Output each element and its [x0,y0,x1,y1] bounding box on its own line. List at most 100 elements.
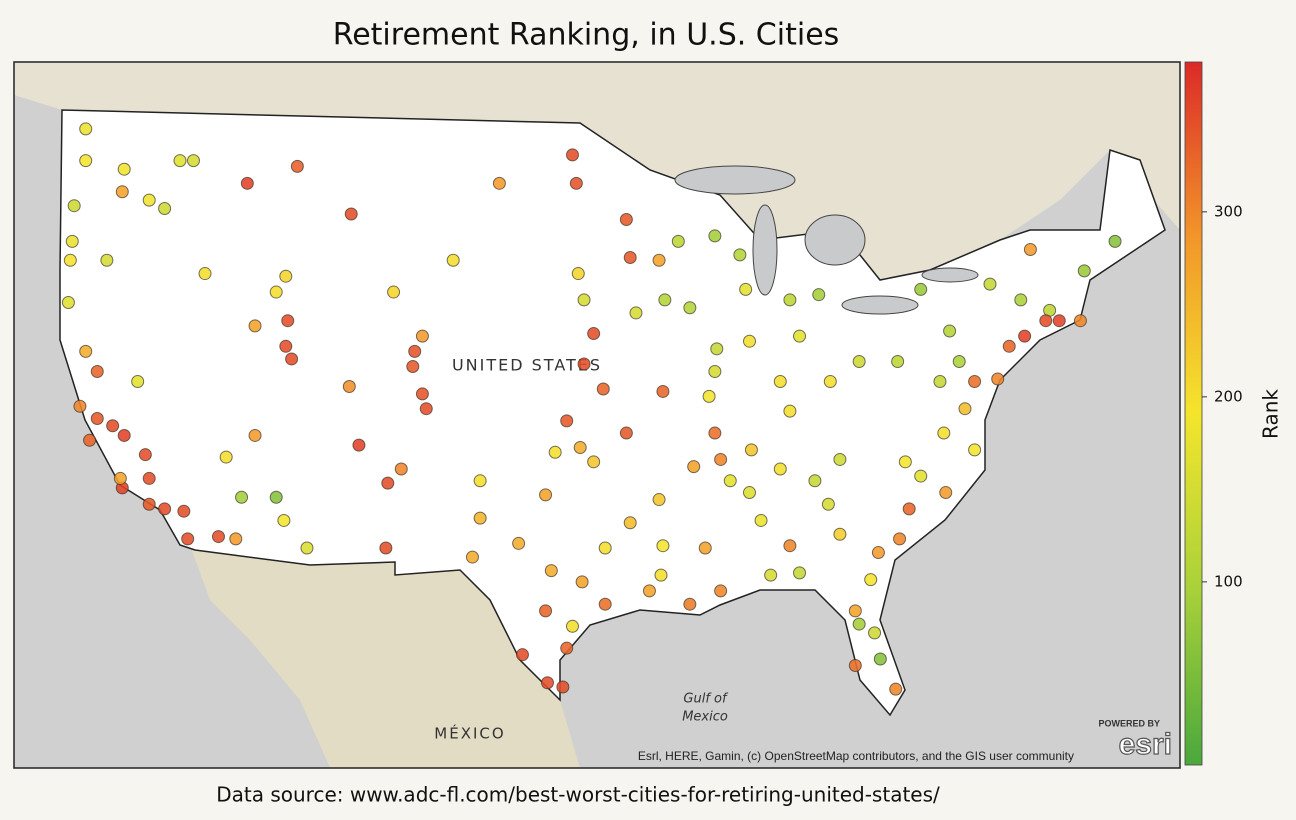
city-point [773,462,787,476]
city-point [61,296,75,310]
city-point [1073,314,1087,328]
city-point [352,438,366,452]
city-point [943,324,957,338]
basemap [14,62,1180,768]
city-point [654,568,668,582]
city-point [743,334,756,348]
city-point [560,641,574,655]
city-point [939,486,953,500]
city-point [723,474,737,488]
city-point [1023,242,1037,256]
city-point [623,516,637,530]
united-states [59,109,1166,717]
city-point [186,154,200,168]
city-point [733,248,747,262]
city-point [408,344,422,358]
city-point [269,490,283,504]
city-point [575,575,589,589]
city-point [515,648,529,662]
city-point [300,541,314,555]
city-point [344,207,358,221]
map-frame [13,61,1181,769]
city-point [117,428,131,442]
city-point [211,530,225,544]
city-point [115,185,129,199]
lake-huron [804,214,866,266]
city-point [565,148,579,162]
city-point [569,176,583,190]
city-point [539,604,553,618]
gulf-label: Gulf of [683,692,729,707]
city-point [710,342,724,356]
city-point [173,154,187,168]
city-point [754,513,768,527]
city-point [142,193,156,207]
city-point [240,176,254,190]
city-point [394,462,408,476]
city-point [783,404,797,418]
city-point [446,253,460,267]
city-point [142,471,156,485]
colorbar-tick-label: 200 [1214,387,1243,405]
city-point [848,659,862,673]
city-point [629,306,643,320]
city-point [598,541,612,555]
city-point [544,564,558,578]
city-point [658,293,672,307]
city-point [898,455,912,469]
city-point [891,354,905,368]
city-point [764,568,778,582]
city-point [598,597,612,611]
city-point [873,652,887,666]
colorbar-tick-label: 300 [1214,202,1243,220]
canada [14,62,1180,280]
city-point [642,584,656,598]
city-point [1052,314,1066,328]
lake-superior [674,165,796,195]
city-point [573,440,587,454]
city-point [379,541,393,555]
city-point [687,460,701,474]
city-point [852,354,866,368]
city-point [1108,234,1122,248]
city-point [596,382,610,396]
city-point [415,387,429,401]
city-point [142,497,156,511]
city-point [889,682,903,696]
city-point [702,389,716,403]
city-point [277,513,291,527]
city-point [587,327,601,341]
city-point [492,176,506,190]
city-point [833,452,847,466]
city-point [67,199,81,213]
city-point [1077,264,1091,278]
city-point [556,680,570,694]
city-point [821,497,835,511]
city-point [739,282,753,296]
city-point [90,365,104,379]
city-point [279,339,293,353]
city-point [219,450,233,464]
city-point [181,532,195,546]
city-point [248,428,262,442]
city-point [871,546,885,560]
attribution: Esrl, HERE, Gamin, (c) OpenStreetMap con… [638,749,1074,763]
city-point [808,474,822,488]
city-point [235,490,249,504]
city-point [138,448,152,462]
city-point [1018,329,1032,343]
city-point [708,365,722,379]
city-point [652,493,666,507]
city-point [473,474,487,488]
city-point [79,344,93,358]
city-point [512,536,526,550]
city-point [63,253,77,267]
city-point [744,443,758,457]
city-point [914,282,928,296]
colorbar-label: Rank [1259,389,1283,439]
city-point [90,411,104,425]
city-point [623,251,637,265]
city-point [914,469,928,483]
city-point [656,539,670,553]
country-label: UNITED STATES [452,356,602,375]
